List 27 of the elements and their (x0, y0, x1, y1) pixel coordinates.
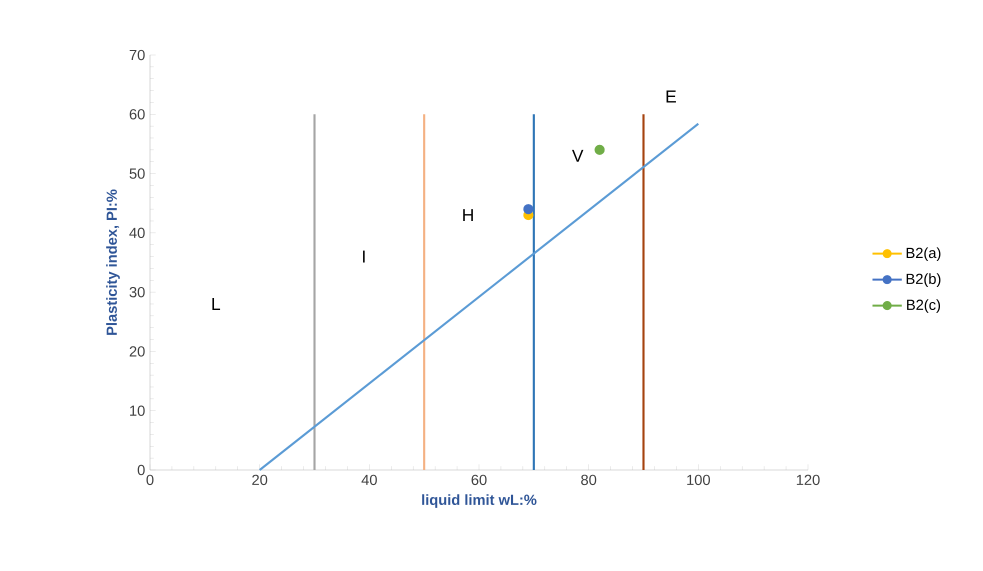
y-tick-label: 20 (130, 346, 145, 357)
x-tick-label: 40 (362, 474, 377, 486)
y-tick-label: 0 (138, 464, 145, 476)
legend-label: B2(c) (907, 299, 940, 313)
annotation: E (666, 90, 676, 102)
x-axis-title: liquid limit wL:% (422, 494, 536, 508)
legend-label: B2(b) (906, 273, 940, 287)
y-tick-label: 30 (130, 286, 145, 298)
x-tick-label: 80 (581, 474, 596, 486)
point (594, 144, 605, 155)
y-tick-label: 40 (129, 228, 145, 238)
annotation: I (363, 250, 365, 263)
legend-label: B2(a) (906, 247, 940, 261)
x-tick-label: 60 (472, 474, 487, 486)
y-tick-label: 60 (130, 109, 145, 120)
annotation: V (572, 150, 584, 162)
annotation: L (212, 298, 220, 310)
annotation: H (463, 209, 473, 222)
y-tick-label: 10 (130, 406, 145, 416)
y-tick-label: 50 (130, 168, 145, 179)
x-tick-label: 0 (146, 474, 154, 486)
y-tick-label: 70 (130, 50, 145, 60)
x-tick-label: 100 (687, 474, 710, 486)
x-tick-label: 20 (252, 474, 268, 486)
point (523, 204, 534, 214)
x-tick-label: 120 (796, 474, 820, 486)
y-axis-title: Plasticity index, PI:% (106, 190, 120, 335)
